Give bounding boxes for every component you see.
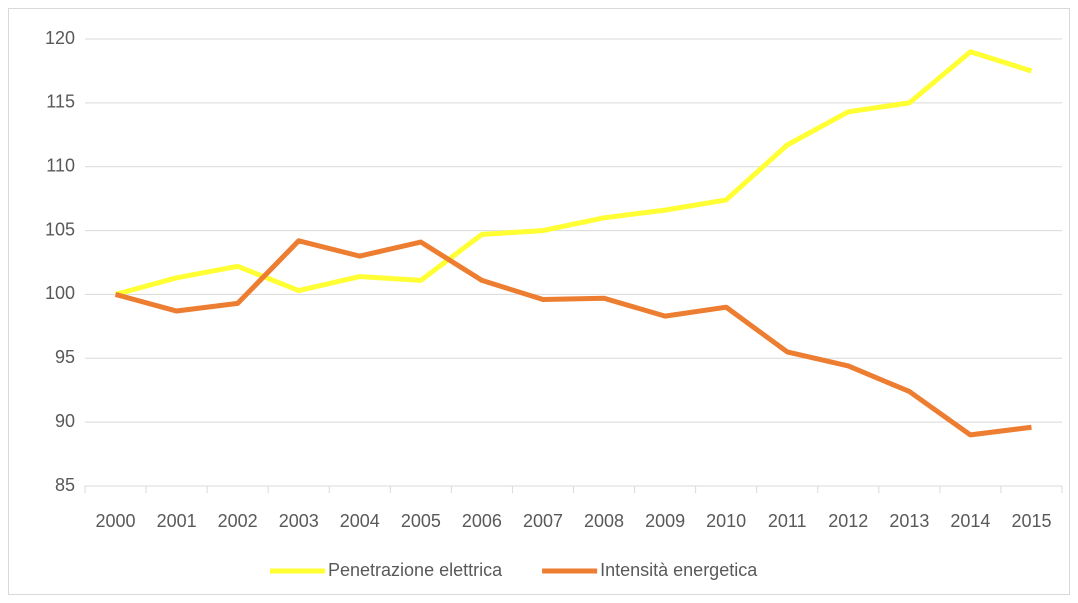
x-tick-label: 2008 (584, 511, 624, 531)
x-tick-label: 2000 (96, 511, 136, 531)
y-tick-label: 105 (45, 219, 75, 239)
y-tick-label: 110 (46, 155, 75, 175)
y-tick-label: 115 (46, 92, 75, 112)
y-tick-label: 85 (55, 475, 75, 495)
x-tick-label: 2004 (340, 511, 380, 531)
x-tick-label: 2006 (462, 511, 502, 531)
x-tick-label: 2014 (950, 511, 990, 531)
x-tick-label: 2003 (279, 511, 319, 531)
y-tick-label: 95 (55, 347, 75, 367)
y-tick-label: 100 (45, 283, 75, 303)
x-tick-label: 2009 (645, 511, 685, 531)
x-tick-label: 2002 (218, 511, 258, 531)
x-tick-label: 2007 (523, 511, 563, 531)
x-tick-label: 2011 (768, 511, 807, 531)
x-tick-label: 2001 (157, 511, 197, 531)
legend-label: Penetrazione elettrica (328, 560, 503, 580)
y-tick-label: 120 (45, 28, 75, 48)
y-tick-label: 90 (55, 411, 75, 431)
x-tick-label: 2010 (706, 511, 746, 531)
x-tick-label: 2012 (828, 511, 868, 531)
legend-label: Intensità energetica (600, 560, 758, 580)
x-tick-label: 2015 (1011, 511, 1051, 531)
series-line (114, 238, 1032, 438)
chart-border (8, 8, 1070, 595)
series-line (114, 49, 1033, 297)
x-tick-label: 2013 (889, 511, 929, 531)
x-tick-label: 2005 (401, 511, 441, 531)
